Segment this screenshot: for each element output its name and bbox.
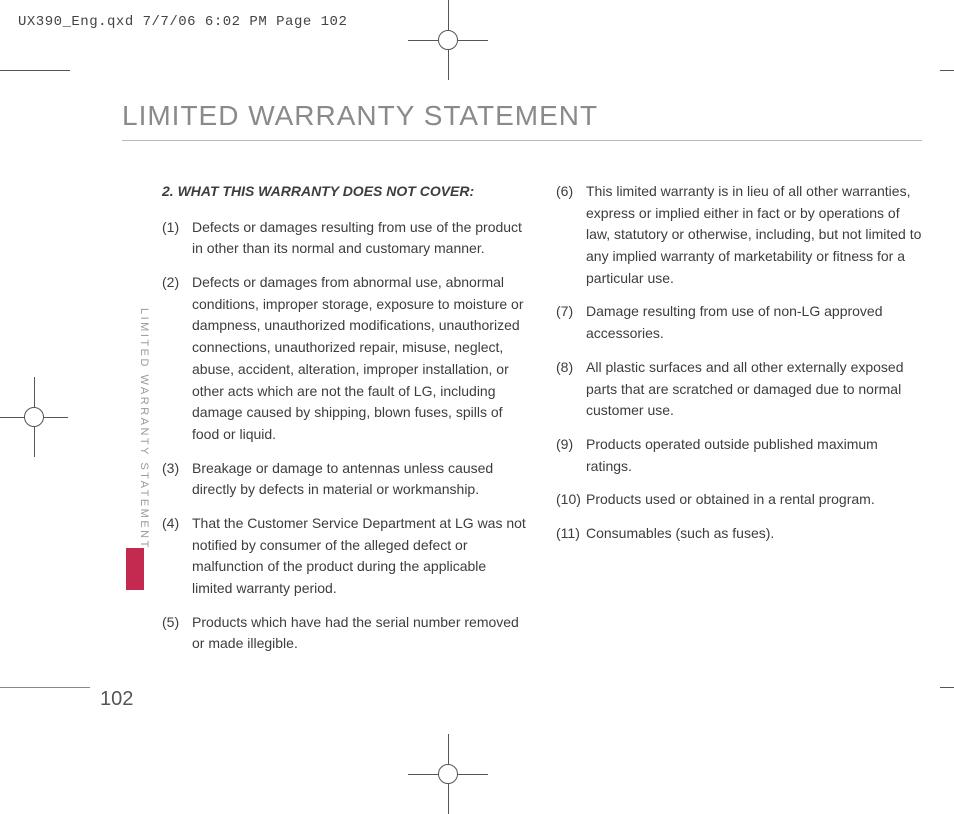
item-number: (9) [556,434,586,477]
section-heading: 2. WHAT THIS WARRANTY DOES NOT COVER: [162,181,528,203]
item-number: (1) [162,217,192,260]
page-content: LIMITED WARRANTY STATEMENT 2. WHAT THIS … [82,70,922,690]
warranty-exclusion-item: (5)Products which have had the serial nu… [162,612,528,655]
item-number: (2) [162,272,192,446]
warranty-exclusion-item: (7)Damage resulting from use of non-LG a… [556,301,922,344]
warranty-exclusion-item: (11)Consumables (such as fuses). [556,523,922,545]
crop-mark [940,687,954,688]
item-number: (4) [162,513,192,600]
warranty-exclusion-item: (3)Breakage or damage to antennas unless… [162,458,528,501]
registration-mark-icon [24,407,44,427]
left-column: 2. WHAT THIS WARRANTY DOES NOT COVER: (1… [162,181,528,667]
item-text: Products which have had the serial numbe… [192,612,528,655]
prepress-header: UX390_Eng.qxd 7/7/06 6:02 PM Page 102 [18,14,347,30]
warranty-exclusion-item: (10)Products used or obtained in a renta… [556,489,922,511]
item-text: Products operated outside published maxi… [586,434,922,477]
warranty-exclusion-item: (4)That the Customer Service Department … [162,513,528,600]
title-rule [122,140,922,141]
crop-mark [940,70,954,71]
crop-mark [0,687,90,688]
warranty-exclusion-item: (2)Defects or damages from abnormal use,… [162,272,528,446]
warranty-exclusion-item: (6)This limited warranty is in lieu of a… [556,181,922,289]
crop-mark [0,70,70,71]
item-text: All plastic surfaces and all other exter… [586,357,922,422]
warranty-exclusion-item: (9)Products operated outside published m… [556,434,922,477]
body-columns: 2. WHAT THIS WARRANTY DOES NOT COVER: (1… [162,181,922,667]
item-text: Consumables (such as fuses). [586,523,922,545]
warranty-exclusion-item: (8)All plastic surfaces and all other ex… [556,357,922,422]
item-text: Defects or damages resulting from use of… [192,217,528,260]
item-text: Breakage or damage to antennas unless ca… [192,458,528,501]
warranty-exclusion-item: (1)Defects or damages resulting from use… [162,217,528,260]
item-number: (10) [556,489,586,511]
item-number: (11) [556,523,586,545]
item-text: That the Customer Service Department at … [192,513,528,600]
item-text: Damage resulting from use of non-LG appr… [586,301,922,344]
right-column: (6)This limited warranty is in lieu of a… [556,181,922,667]
item-number: (6) [556,181,586,289]
item-number: (3) [162,458,192,501]
registration-mark-icon [438,764,458,784]
item-text: This limited warranty is in lieu of all … [586,181,922,289]
page-number: 102 [100,688,133,711]
item-text: Products used or obtained in a rental pr… [586,489,922,511]
item-number: (8) [556,357,586,422]
item-text: Defects or damages from abnormal use, ab… [192,272,528,446]
page-title: LIMITED WARRANTY STATEMENT [122,100,922,132]
registration-mark-icon [438,30,458,50]
item-number: (5) [162,612,192,655]
item-number: (7) [556,301,586,344]
